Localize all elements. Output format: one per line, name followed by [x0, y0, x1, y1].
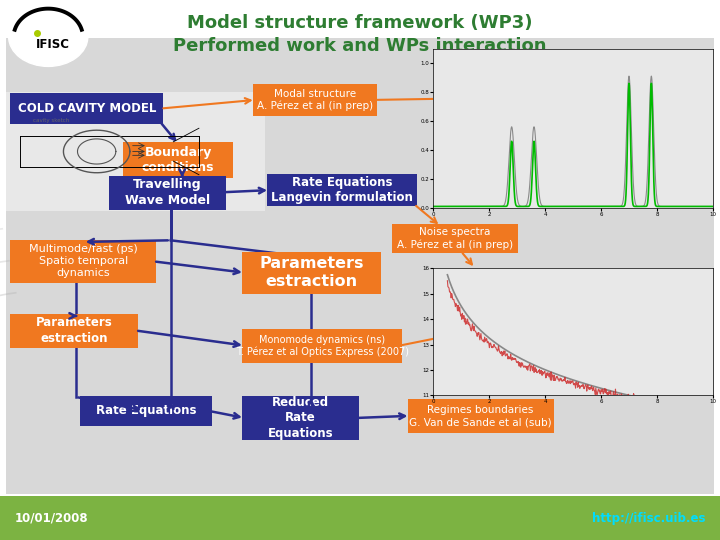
Text: IFISC: IFISC: [35, 38, 70, 51]
FancyBboxPatch shape: [242, 252, 381, 294]
FancyBboxPatch shape: [0, 496, 720, 540]
FancyBboxPatch shape: [80, 396, 212, 426]
Text: Parameters
estraction: Parameters estraction: [259, 256, 364, 289]
Text: http://ifisc.uib.es: http://ifisc.uib.es: [592, 512, 706, 525]
Text: Model structure framework (WP3): Model structure framework (WP3): [187, 14, 533, 32]
Text: 10/01/2008: 10/01/2008: [14, 512, 88, 525]
FancyBboxPatch shape: [6, 38, 714, 494]
FancyBboxPatch shape: [10, 314, 138, 348]
FancyBboxPatch shape: [531, 84, 615, 110]
Text: EXP.WP4: EXP.WP4: [542, 91, 604, 104]
FancyBboxPatch shape: [531, 306, 615, 332]
Text: cavity sketch: cavity sketch: [33, 118, 69, 124]
FancyBboxPatch shape: [253, 84, 377, 116]
Text: Rate Equations: Rate Equations: [96, 404, 196, 417]
Text: Performed work and WPs interaction: Performed work and WPs interaction: [174, 37, 546, 55]
FancyBboxPatch shape: [10, 93, 163, 124]
FancyBboxPatch shape: [267, 174, 417, 206]
Circle shape: [9, 7, 88, 66]
FancyBboxPatch shape: [6, 92, 265, 211]
FancyBboxPatch shape: [123, 142, 233, 178]
Text: Parameters
estraction: Parameters estraction: [36, 316, 112, 345]
FancyBboxPatch shape: [392, 224, 518, 253]
FancyBboxPatch shape: [242, 396, 359, 440]
Text: Rate Equations
Langevin formulation: Rate Equations Langevin formulation: [271, 176, 413, 204]
Text: Modal structure
A. Pérez et al (in prep): Modal structure A. Pérez et al (in prep): [257, 89, 373, 111]
FancyBboxPatch shape: [242, 329, 402, 363]
Text: Reduced
Rate
Equations: Reduced Rate Equations: [268, 396, 333, 440]
FancyBboxPatch shape: [408, 399, 554, 433]
Text: Noise spectra
A. Pérez et al (in prep): Noise spectra A. Pérez et al (in prep): [397, 227, 513, 250]
Text: Travelling
Wave Model: Travelling Wave Model: [125, 178, 210, 207]
Text: Multimode/fast (ps)
Spatio temporal
dynamics: Multimode/fast (ps) Spatio temporal dyna…: [29, 245, 138, 278]
FancyBboxPatch shape: [10, 240, 156, 283]
Text: EXP.WP6: EXP.WP6: [542, 312, 604, 325]
Text: Boundary
conditions: Boundary conditions: [142, 146, 215, 174]
Text: Regimes boundaries
G. Van de Sande et al (sub): Regimes boundaries G. Van de Sande et al…: [409, 405, 552, 427]
Text: Monomode dynamics (ns)
T. Pérez et al Optics Express (2007): Monomode dynamics (ns) T. Pérez et al Op…: [235, 335, 409, 357]
FancyBboxPatch shape: [109, 176, 226, 210]
Text: COLD CAVITY MODEL: COLD CAVITY MODEL: [17, 102, 156, 115]
